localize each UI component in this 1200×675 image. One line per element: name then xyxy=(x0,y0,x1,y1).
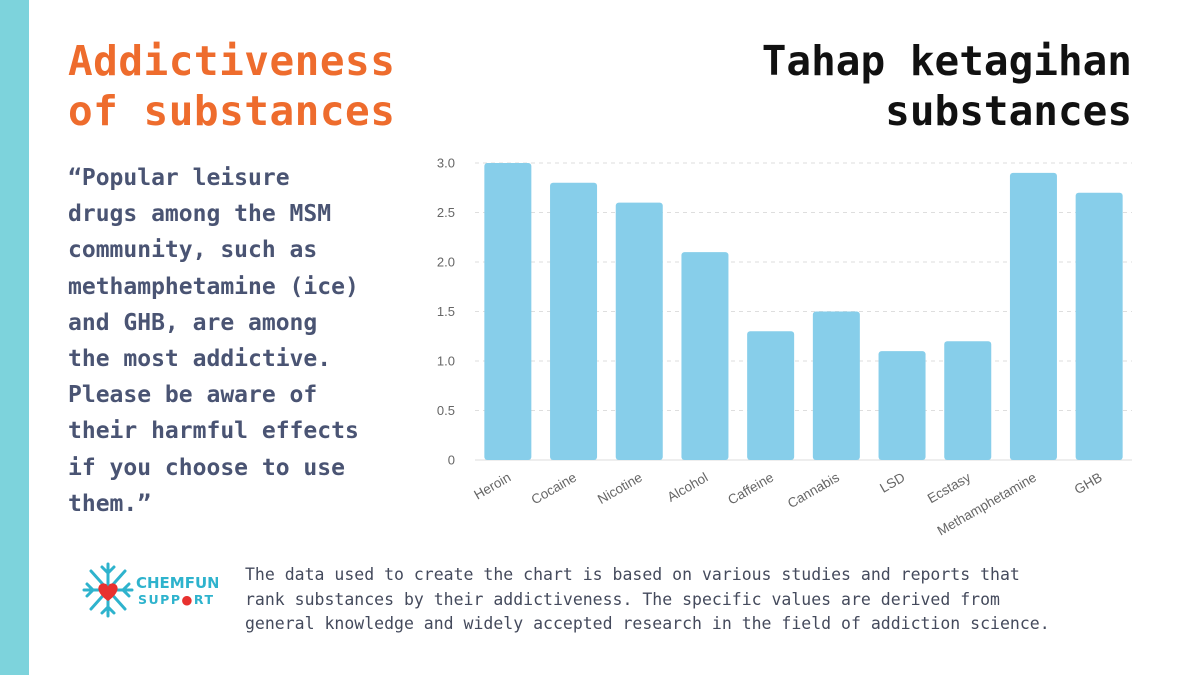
quote-line: and GHB, are among xyxy=(68,309,318,336)
y-tick-label: 1.5 xyxy=(437,304,455,319)
bar-ecstasy xyxy=(944,341,992,460)
y-tick-label: 0.5 xyxy=(437,403,455,418)
x-tick-label: Cannabis xyxy=(785,469,842,511)
y-tick-label: 1.0 xyxy=(437,354,455,369)
y-tick-label: 2.0 xyxy=(437,255,455,270)
title-english-line-2: of substances xyxy=(68,87,396,135)
quote-line: methamphetamine (ice) xyxy=(68,273,359,300)
bar-cocaine xyxy=(550,182,598,461)
bar-cannabis xyxy=(812,311,860,460)
title-english-line-1: Addictiveness xyxy=(68,37,396,85)
logo-wordmark-bottom: SUPP●RT xyxy=(138,592,215,607)
bar-methamphetamine xyxy=(1009,172,1057,460)
quote-line: them.” xyxy=(68,490,152,517)
title-malay-line-1: Tahap ketagihan xyxy=(761,37,1132,85)
quote-line: the most addictive. xyxy=(68,346,332,373)
x-tick-label: LSD xyxy=(877,469,907,495)
y-tick-label: 3.0 xyxy=(437,156,455,171)
quote-line: community, such as xyxy=(68,237,318,264)
title-malay: Tahap ketagihan substances xyxy=(762,36,1132,136)
logo-wordmark-top: CHEMFUN xyxy=(136,574,218,592)
logo-wordmark-bottom-a: SUPP xyxy=(138,592,181,607)
quote-line: their harmful effects xyxy=(68,418,359,445)
data-source-footnote: The data used to create the chart is bas… xyxy=(245,563,1145,637)
x-tick-label: GHB xyxy=(1072,470,1105,498)
bar-layer xyxy=(484,163,1123,461)
footnote-line: general knowledge and widely accepted re… xyxy=(245,614,1050,633)
x-tick-label: Ecstasy xyxy=(925,469,974,506)
left-accent-bar xyxy=(0,0,29,675)
title-malay-line-2: substances xyxy=(885,87,1132,135)
logo-red-o: ● xyxy=(181,592,193,607)
bar-lsd xyxy=(878,351,926,460)
footnote-line: rank substances by their addictiveness. … xyxy=(245,589,1000,609)
x-tick-label: Cocaine xyxy=(529,470,579,508)
quote-line: if you choose to use xyxy=(68,454,345,481)
quote-line: “Popular leisure xyxy=(68,165,290,191)
quote-line: Please be aware of xyxy=(68,382,318,409)
x-tick-label: Caffeine xyxy=(725,470,776,508)
x-tick-label: Alcohol xyxy=(665,470,711,505)
heart-icon xyxy=(98,583,118,601)
bar-alcohol xyxy=(681,252,729,460)
bar-ghb xyxy=(1075,192,1123,460)
bar-nicotine xyxy=(615,202,663,460)
addictiveness-bar-chart: 0 0.5 1.0 1.5 2.0 2.5 3.0 Heroin Cocaine Nicotine… xyxy=(437,156,1132,539)
logo-wordmark-bottom-b: RT xyxy=(194,592,215,607)
bar-heroin xyxy=(484,163,532,460)
x-tick-label: Nicotine xyxy=(595,470,645,507)
footnote-line: The data used to create the chart is bas… xyxy=(245,565,1020,584)
y-tick-label: 0 xyxy=(448,453,455,468)
quote-text: “Popular leisure drugs among the MSM com… xyxy=(68,160,418,522)
x-tick-label: Heroin xyxy=(471,470,513,503)
bar-caffeine xyxy=(747,331,795,460)
title-english: Addictiveness of substances xyxy=(68,36,395,136)
quote-line: drugs among the MSM xyxy=(68,201,332,228)
y-tick-label: 2.5 xyxy=(437,205,455,220)
chemfun-support-logo: CHEMFUN SUPP●RT xyxy=(82,562,218,618)
